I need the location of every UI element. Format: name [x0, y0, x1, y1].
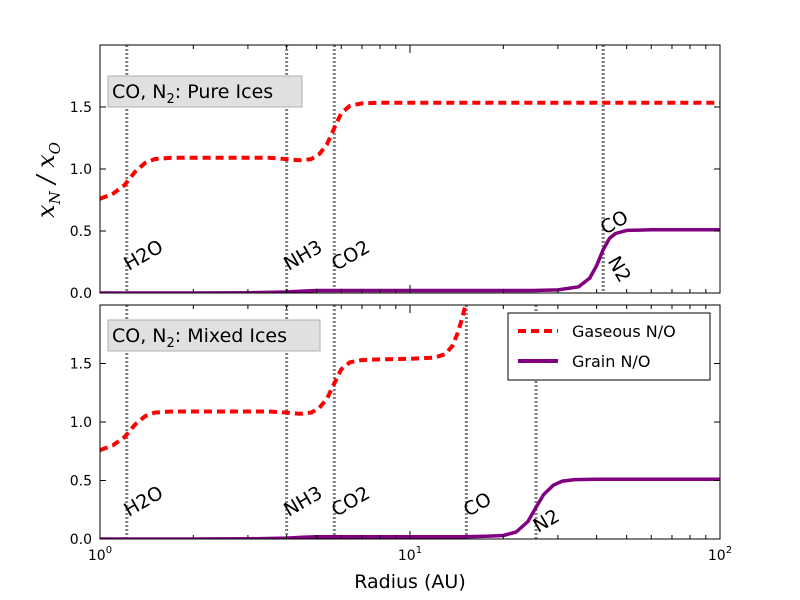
y-tick-label-top: 1.0: [70, 162, 92, 178]
panel-title-bot: CO, N2: Mixed Ices: [112, 325, 287, 351]
panel-title-box-bot: [107, 319, 321, 352]
x-tick-label: 100: [88, 545, 112, 564]
y-axis-label: xN / xO: [32, 142, 64, 218]
y-tick-label-bot: 0.0: [70, 532, 92, 548]
snowline-label-n2-top: N2: [603, 253, 635, 287]
y-tick-label-top: 0.5: [70, 224, 92, 240]
x-tick-label: 101: [398, 545, 422, 564]
y-tick-label-bot: 0.5: [70, 474, 92, 490]
snowline-label-h2o-bot: H2O: [120, 482, 167, 522]
legend-label-gas: Gaseous N/O: [572, 322, 676, 341]
grain-no-line-bot: [100, 477, 720, 539]
y-tick-label-top: 0.0: [70, 286, 92, 302]
y-tick-label-top: 1.5: [70, 100, 92, 116]
x-tick-label: 102: [708, 545, 732, 564]
gaseous-no-line-top: [100, 100, 720, 201]
panel-title-box-top: [107, 75, 303, 108]
legend-box: [507, 312, 711, 381]
legend: Gaseous N/O Grain N/O: [507, 312, 711, 381]
panel-title-top: CO, N2: Pure Ices: [112, 81, 273, 107]
legend-label-grain: Grain N/O: [572, 352, 650, 371]
x-axis-label: Radius (AU): [354, 571, 465, 593]
x-tick-labels: 100 101 102: [88, 545, 732, 564]
y-tick-label-bot: 1.0: [70, 415, 92, 431]
y-tick-label-bot: 1.5: [70, 357, 92, 373]
grain-no-line-top: [100, 228, 720, 293]
snowline-label-nh3-bot: NH3: [280, 482, 326, 521]
snowline-label-co2-bot: CO2: [328, 482, 374, 521]
